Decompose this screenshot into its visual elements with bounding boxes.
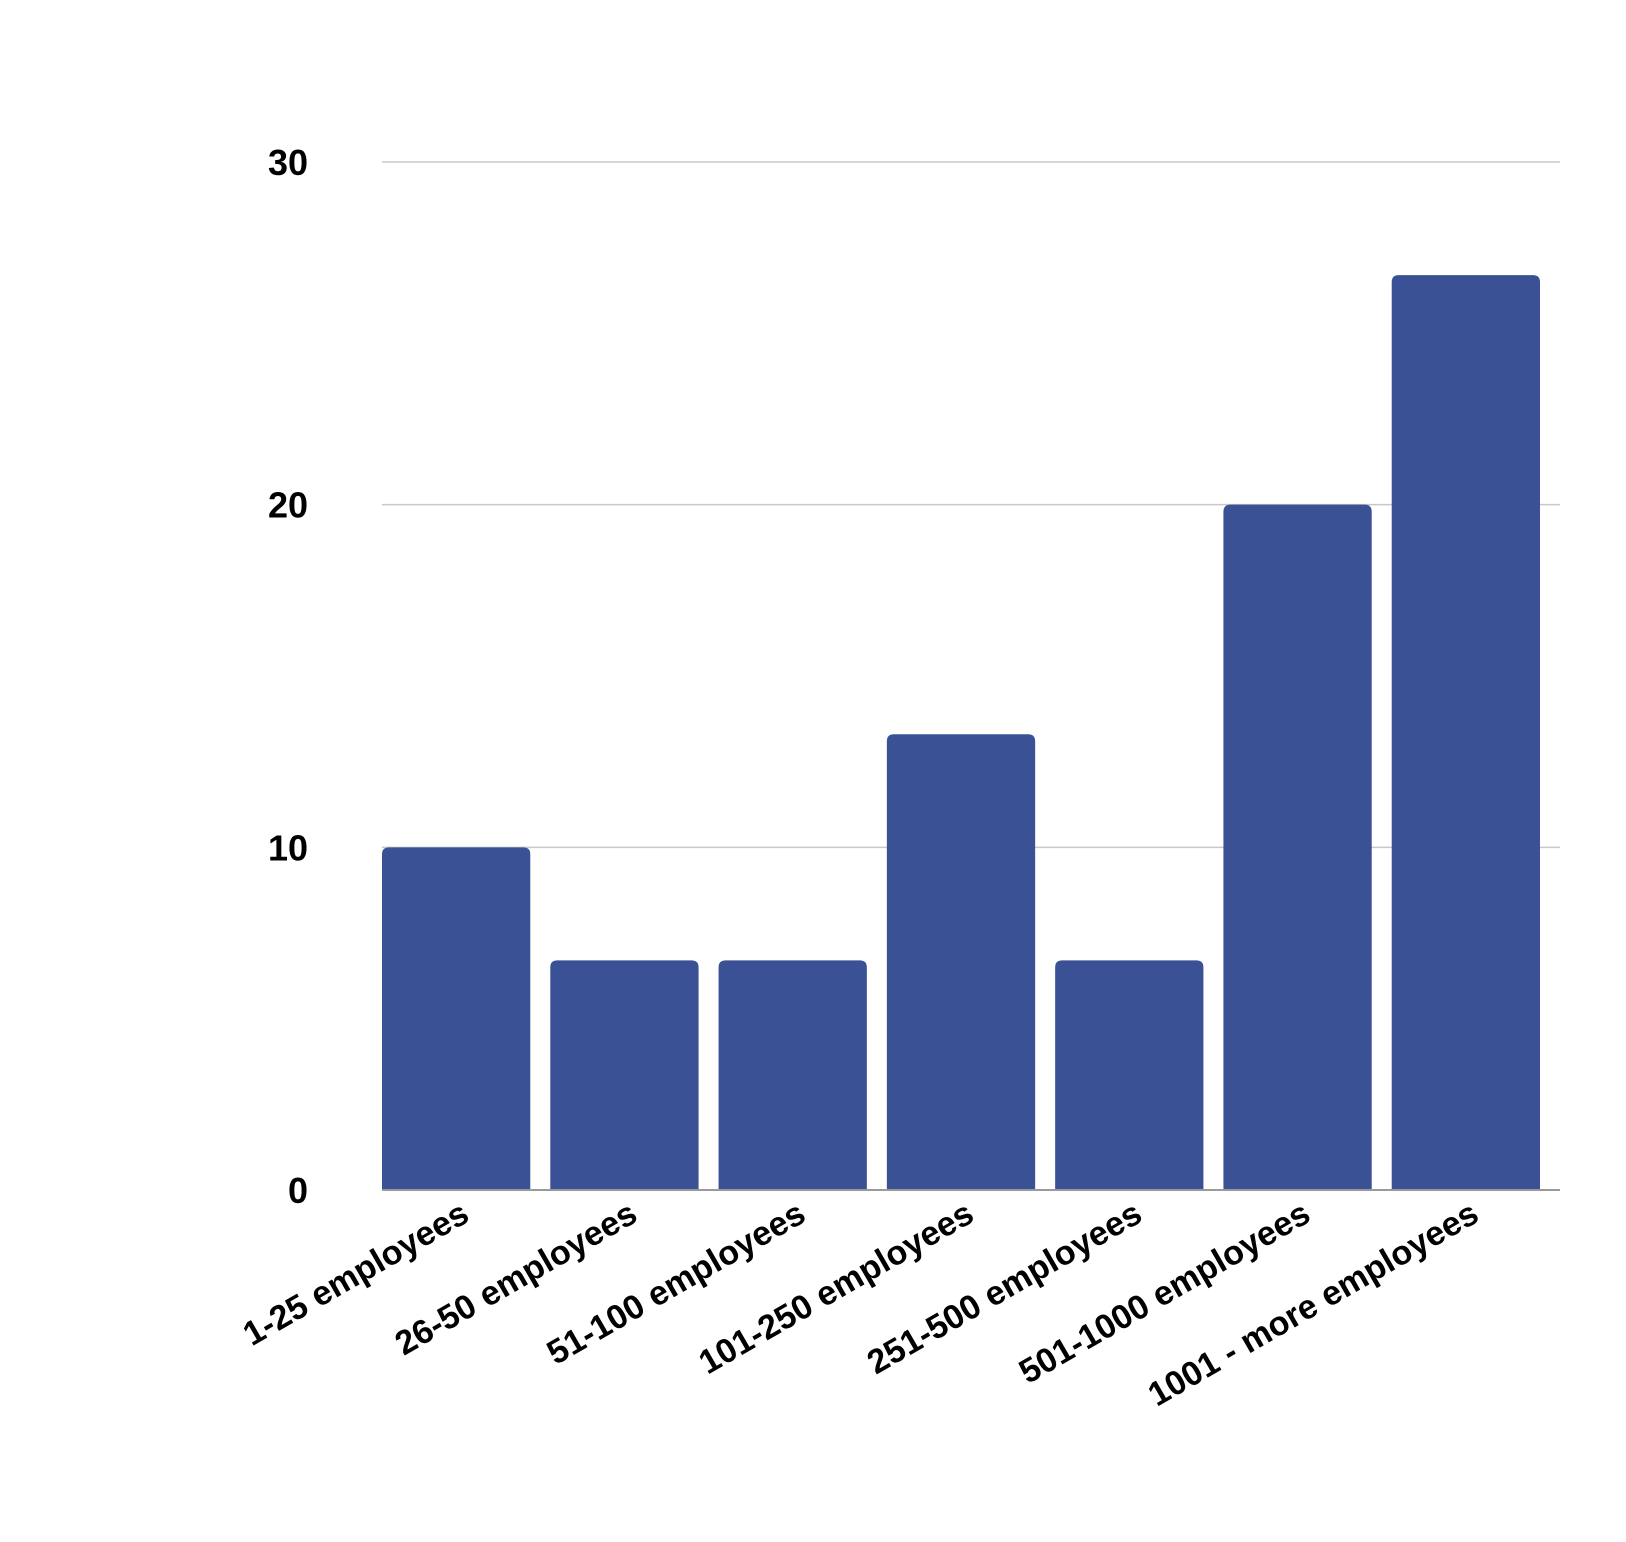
x-category-label: 251-500 employees bbox=[861, 1194, 1148, 1382]
y-tick-label: 10 bbox=[268, 827, 308, 868]
y-tick-label: 20 bbox=[268, 485, 308, 526]
bar-5 bbox=[1055, 960, 1204, 1190]
y-tick-label: 30 bbox=[268, 142, 308, 183]
bar-3 bbox=[718, 960, 867, 1190]
bar-1 bbox=[382, 847, 531, 1190]
bar-4 bbox=[886, 734, 1036, 1190]
bar-7 bbox=[1391, 275, 1540, 1191]
x-category-label: 501-1000 employees bbox=[1013, 1194, 1317, 1391]
y-tick-label: 0 bbox=[288, 1170, 308, 1211]
y-tick-labels: 0 10 20 30 bbox=[268, 142, 308, 1211]
x-category-label: 101-250 employees bbox=[693, 1194, 980, 1382]
bar-6 bbox=[1223, 504, 1372, 1191]
bar-2 bbox=[550, 960, 699, 1190]
bars-layer bbox=[382, 275, 1540, 1191]
